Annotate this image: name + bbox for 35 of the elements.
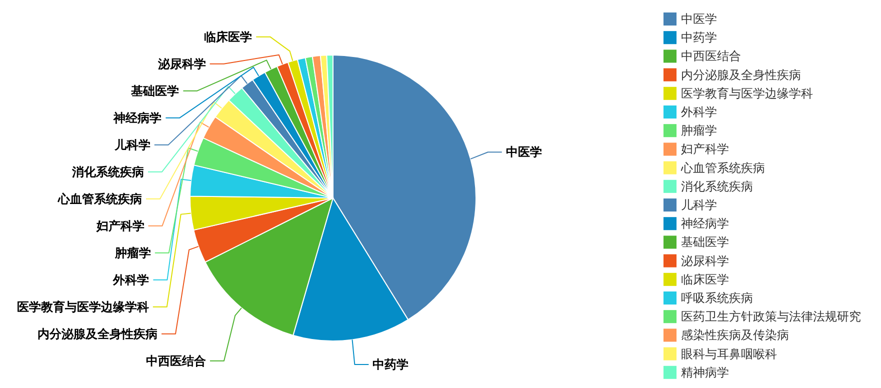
legend-label: 基础医学 <box>681 235 729 250</box>
slice-label: 内分泌腺及全身性疾病 <box>38 326 158 341</box>
slice-label: 基础医学 <box>130 84 180 98</box>
slice-label: 肿瘤学 <box>114 246 151 260</box>
slice-label: 心血管系统疾病 <box>57 192 142 206</box>
slice-label: 中医学 <box>506 145 542 160</box>
legend-label: 中西医结合 <box>681 49 741 64</box>
slice-label: 中西医结合 <box>146 354 207 368</box>
slice-label: 神经病学 <box>112 110 162 125</box>
legend-label: 神经病学 <box>681 216 729 231</box>
legend-label: 妇产科学 <box>681 142 729 156</box>
slice-label: 临床医学 <box>204 30 252 44</box>
legend-label: 医药卫生方针政策与法律法规研究 <box>681 310 861 324</box>
legend-label: 中医学 <box>681 12 717 26</box>
legend-label: 精神病学 <box>681 365 729 380</box>
slice-label: 儿科学 <box>113 138 150 152</box>
legend-label: 临床医学 <box>681 272 729 286</box>
legend-label: 内分泌腺及全身性疾病 <box>681 68 801 82</box>
legend-label: 感染性疾病及传染病 <box>681 328 789 342</box>
slice-label: 消化系统疾病 <box>70 164 144 179</box>
legend-label: 消化系统疾病 <box>681 179 753 194</box>
slice-label: 泌尿科学 <box>156 56 206 71</box>
legend-label: 心血管系统疾病 <box>680 160 765 175</box>
legend-label: 泌尿科学 <box>681 254 729 268</box>
legend-label: 眼科与耳鼻咽喉科 <box>681 346 777 361</box>
slice-label: 妇产科学 <box>95 218 144 233</box>
slice-label: 中药学 <box>372 357 409 372</box>
legend-label: 中药学 <box>681 30 717 45</box>
slice-label: 外科学 <box>112 272 150 287</box>
legend-label: 外科学 <box>681 105 717 119</box>
legend-label: 呼吸系统疾病 <box>681 291 753 305</box>
legend-label: 儿科学 <box>681 198 717 212</box>
legend-label: 医学教育与医学边缘学科 <box>681 86 813 100</box>
slice-label: 医学教育与医学边缘学科 <box>16 300 149 314</box>
legend-label: 肿瘤学 <box>681 124 717 138</box>
